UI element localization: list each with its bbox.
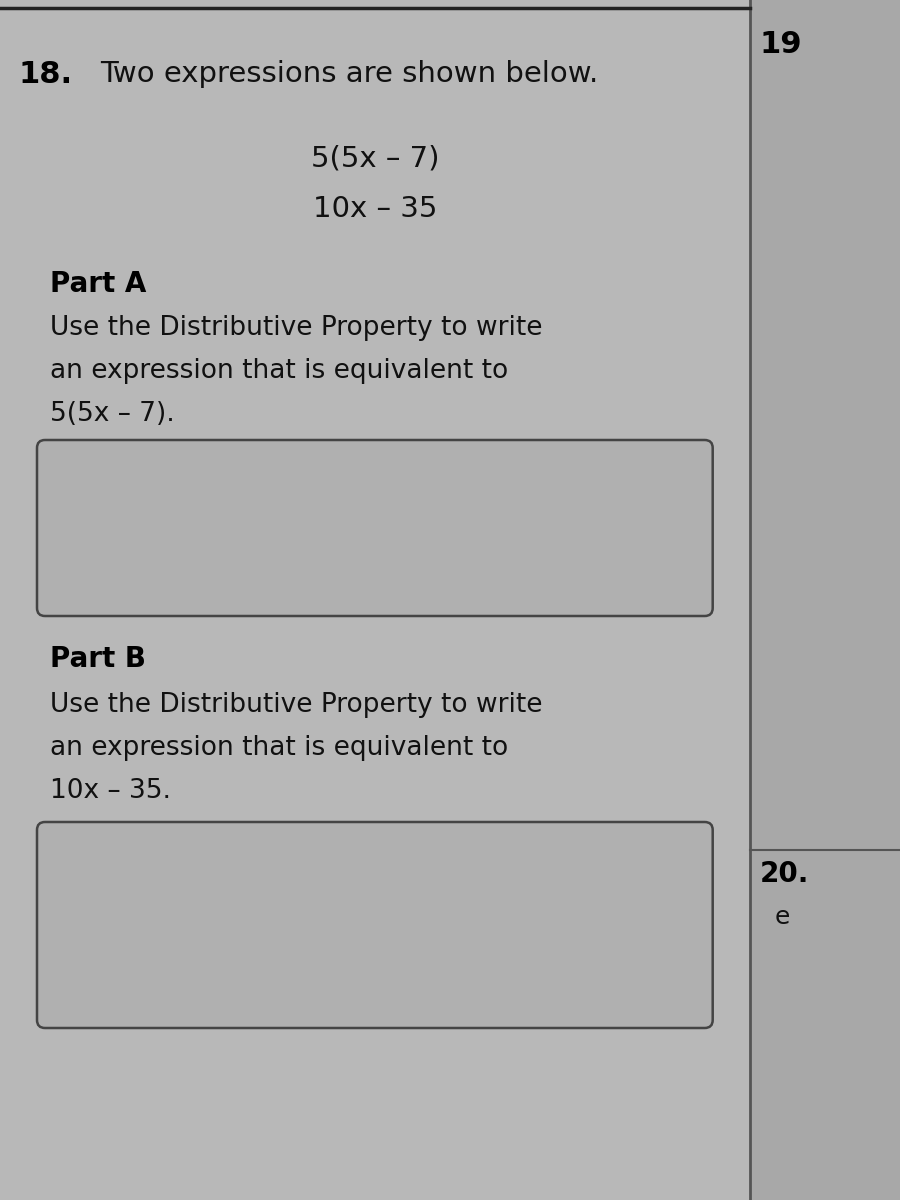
Text: 5(5x – 7).: 5(5x – 7).: [50, 401, 175, 427]
Text: 18.: 18.: [18, 60, 72, 89]
Text: an expression that is equivalent to: an expression that is equivalent to: [50, 358, 508, 384]
Text: 19: 19: [760, 30, 802, 59]
Bar: [750, 0, 900, 1200]
Text: 10x – 35: 10x – 35: [312, 194, 437, 223]
Text: Two expressions are shown below.: Two expressions are shown below.: [100, 60, 598, 88]
Text: 10x – 35.: 10x – 35.: [50, 778, 171, 804]
Text: 5(5x – 7): 5(5x – 7): [310, 145, 439, 173]
FancyBboxPatch shape: [37, 822, 713, 1028]
Text: 20.: 20.: [760, 860, 809, 888]
Text: Part B: Part B: [50, 646, 146, 673]
Text: an expression that is equivalent to: an expression that is equivalent to: [50, 734, 508, 761]
Text: Part A: Part A: [50, 270, 147, 298]
Text: Use the Distributive Property to write: Use the Distributive Property to write: [50, 314, 543, 341]
Text: Use the Distributive Property to write: Use the Distributive Property to write: [50, 692, 543, 718]
FancyBboxPatch shape: [37, 440, 713, 616]
Text: e: e: [775, 905, 790, 929]
